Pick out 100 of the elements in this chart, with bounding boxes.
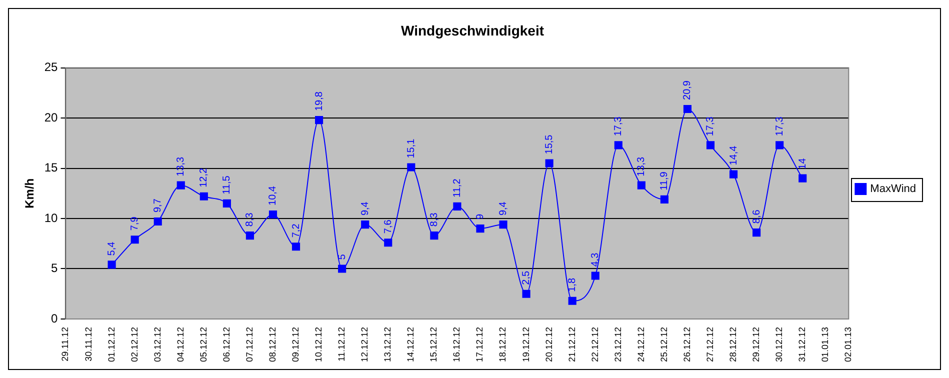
y-tick-label: 10 [44,210,58,225]
x-tick-label: 23.12.12 [612,326,623,362]
data-label: 7,2 [290,223,302,238]
x-tick-label: 02.01.13 [843,326,854,362]
y-tick-label: 20 [44,110,58,124]
point [430,232,438,240]
x-tick-label: 22.12.12 [590,326,600,362]
data-label: 4,3 [590,252,602,267]
x-tick-label: 26.12.12 [682,326,692,362]
x-tick-label: 15.12.12 [428,326,439,362]
data-label: 2,5 [521,270,532,285]
x-tick-label: 03.12.12 [152,326,162,362]
point [776,141,784,150]
point [200,192,208,200]
x-tick-label: 31.12.12 [797,326,808,362]
x-tick-label: 14.12.12 [406,326,416,362]
x-tick-label: 07.12.12 [244,326,254,362]
point [637,181,646,190]
point [176,181,185,190]
x-tick-label: 12.12.12 [360,326,370,362]
point [130,236,139,244]
data-label: 12,2 [198,167,210,188]
point [154,217,162,226]
x-tick-label: 16.12.12 [452,326,462,362]
y-tick-label: 5 [51,261,58,276]
x-tick-label: 30.12.12 [774,326,784,362]
legend-label: MaxWind [870,183,916,196]
y-tick-label: 15 [44,160,58,175]
x-tick-label: 25.12.12 [658,326,669,362]
data-label: 7,9 [130,216,141,231]
data-label: 11,9 [659,171,670,190]
y-tick-label: 0 [51,311,58,326]
x-tick-label: 19.12.12 [520,326,531,362]
data-label: 17,3 [774,116,786,136]
data-label: 17,3 [705,116,716,136]
data-label: 15,1 [406,138,417,158]
data-label: 13,3 [176,156,187,176]
x-tick-label: 29.11.12 [60,326,70,362]
data-label: 9 [474,214,486,220]
chart-title: Windgeschwindigkeit [401,22,544,38]
data-label: 1,8 [567,278,578,292]
data-label: 14 [797,158,808,170]
x-tick-label: 28.12.12 [728,326,738,362]
point [222,199,231,208]
point [706,141,715,150]
point [476,224,484,233]
data-label: 19,8 [314,91,325,112]
point [522,290,530,298]
point [752,228,761,237]
data-label: 11,5 [222,175,233,194]
data-label: 11,2 [452,178,463,198]
x-tick-label: 04.12.12 [175,326,186,362]
point [338,264,346,273]
x-tick-label: 29.12.12 [751,326,762,362]
data-label: 9,4 [498,201,510,216]
x-tick-label: 10.12.12 [314,326,324,362]
point [591,272,600,280]
data-label: 8,3 [428,212,440,227]
point [614,141,622,150]
data-label: 5,4 [106,241,118,256]
data-label: 14,4 [728,145,740,166]
x-tick-label: 01.01.13 [820,326,830,362]
data-label: 9,4 [360,201,371,216]
point [683,104,692,114]
point [453,202,462,210]
point [568,296,576,305]
point [292,242,300,251]
x-tick-label: 30.11.12 [83,326,94,362]
point [660,195,668,204]
x-tick-label: 13.12.12 [382,326,393,362]
x-tick-label: 05.12.12 [198,326,208,362]
data-label: 8,6 [751,209,762,224]
data-label: 7,6 [382,219,394,234]
point [315,116,324,124]
data-label: 10,4 [268,186,279,206]
x-tick-label: 20.12.12 [544,326,554,362]
data-label: 20,9 [682,80,694,100]
x-tick-label: 02.12.12 [129,326,140,362]
point [108,260,116,269]
point [407,163,416,172]
point [384,238,392,247]
x-tick-label: 08.12.12 [267,326,278,362]
y-tick-label: 25 [44,60,58,74]
point [268,210,278,219]
x-tick-label: 11.12.12 [336,326,347,362]
x-tick-label: 18.12.12 [498,326,508,362]
point [545,159,554,168]
data-label: 13,3 [636,156,648,176]
x-tick-label: 06.12.12 [221,326,232,362]
y-axis-title: Km/h [22,178,37,208]
x-tick-label: 01.12.12 [106,326,116,362]
point [361,220,370,229]
x-tick-label: 27.12.12 [704,326,715,362]
x-tick-label: 09.12.12 [290,326,300,362]
data-label: 15,5 [544,134,556,154]
data-label: 9,7 [152,198,164,213]
data-label: 8,3 [244,212,256,227]
point [798,174,807,182]
x-tick-label: 21.12.12 [566,326,577,362]
x-tick-label: 24.12.12 [636,326,646,362]
